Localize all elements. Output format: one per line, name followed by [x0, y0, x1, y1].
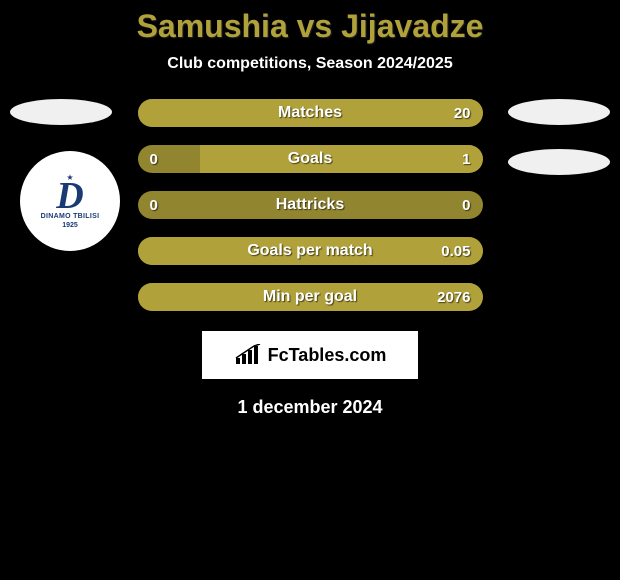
stat-row: 0Goals1	[138, 145, 483, 173]
stat-label: Goals per match	[138, 237, 483, 265]
stat-bars-container: Matches200Goals10Hattricks0Goals per mat…	[138, 99, 483, 311]
brand-box[interactable]: FcTables.com	[202, 331, 418, 379]
player1-club-logo: ★ D DINAMO TBILISI 1925	[20, 151, 120, 251]
stat-label: Goals	[138, 145, 483, 173]
stat-value-right: 1	[462, 145, 470, 173]
club-logo-letter: D	[56, 180, 83, 212]
player2-flag-badge	[508, 99, 610, 125]
stat-label: Matches	[138, 99, 483, 127]
stat-label: Hattricks	[138, 191, 483, 219]
stat-value-right: 2076	[437, 283, 470, 311]
page-subtitle: Club competitions, Season 2024/2025	[0, 55, 620, 73]
bar-chart-icon	[234, 344, 262, 366]
club-logo-name: DINAMO TBILISI	[41, 213, 100, 220]
stat-row: Goals per match0.05	[138, 237, 483, 265]
stat-value-right: 0	[462, 191, 470, 219]
stat-value-right: 20	[454, 99, 471, 127]
stat-row: 0Hattricks0	[138, 191, 483, 219]
stat-row: Min per goal2076	[138, 283, 483, 311]
page-title: Samushia vs Jijavadze	[0, 0, 620, 45]
stat-label: Min per goal	[138, 283, 483, 311]
stat-value-right: 0.05	[441, 237, 470, 265]
player2-club-badge	[508, 149, 610, 175]
date-line: 1 december 2024	[0, 397, 620, 418]
player1-flag-badge	[10, 99, 112, 125]
stat-row: Matches20	[138, 99, 483, 127]
comparison-stage: ★ D DINAMO TBILISI 1925 Matches200Goals1…	[0, 99, 620, 311]
brand-text: FcTables.com	[268, 345, 387, 366]
club-logo-year: 1925	[62, 222, 78, 229]
